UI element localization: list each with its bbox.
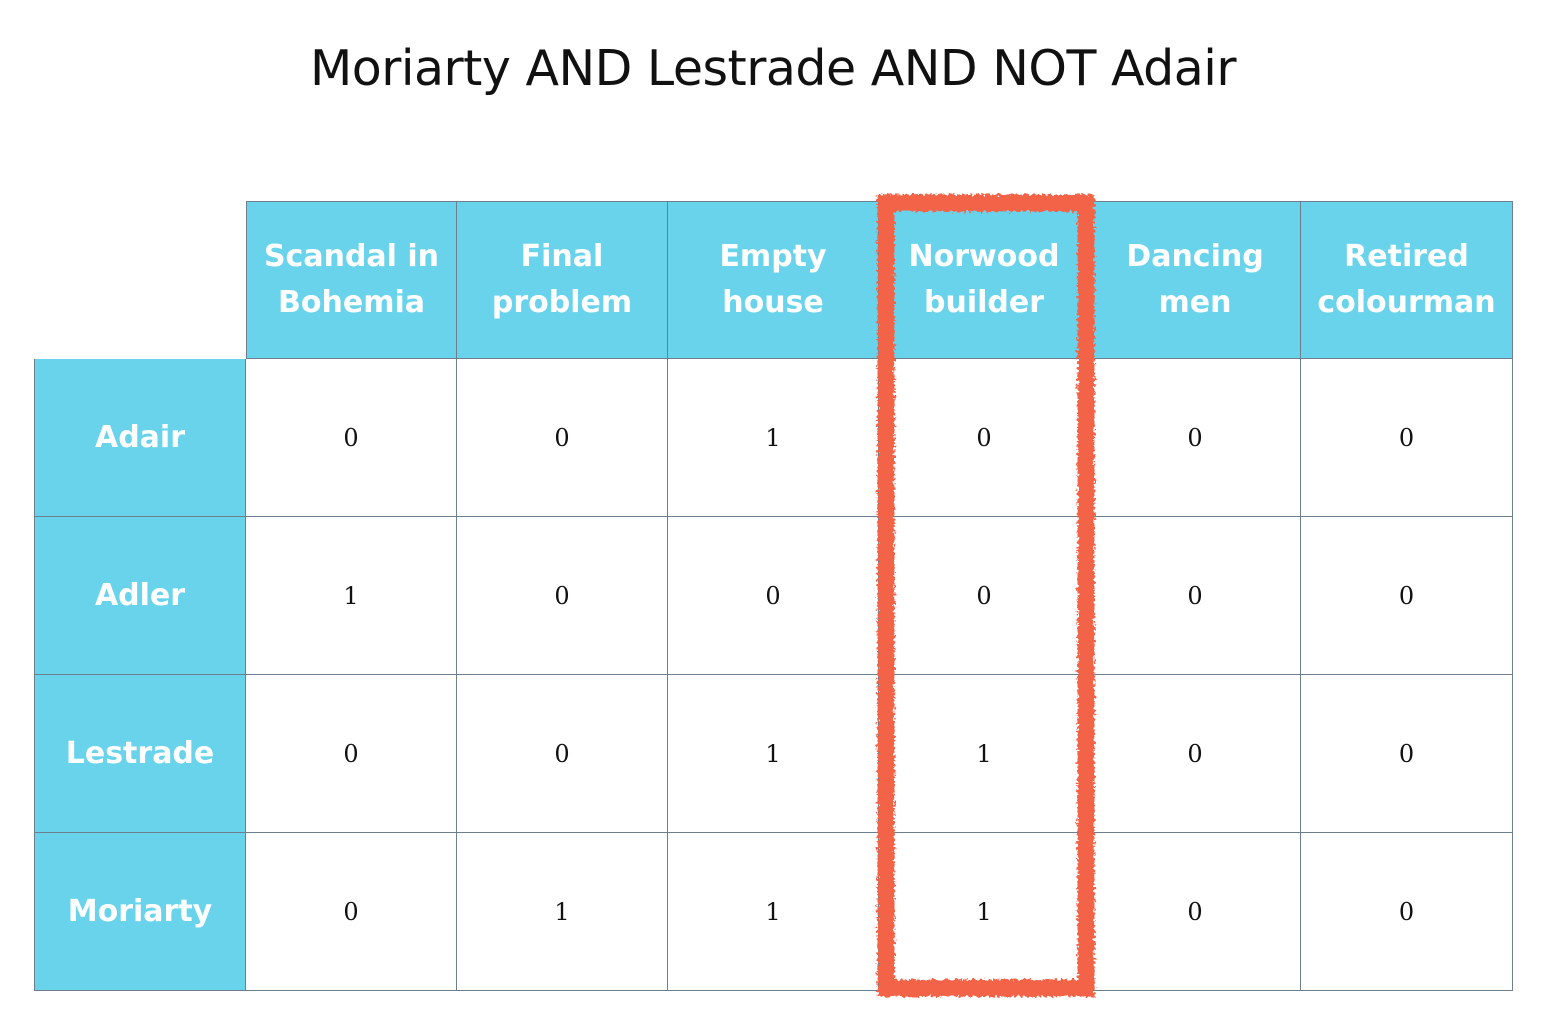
row-header: Adair [34, 359, 246, 517]
matrix-cell: 0 [879, 359, 1090, 517]
matrix-cell: 0 [1090, 833, 1301, 991]
matrix-cell: 0 [457, 675, 668, 833]
matrix-cell: 1 [668, 675, 879, 833]
row-header: Moriarty [34, 833, 246, 991]
matrix-cell: 1 [246, 517, 457, 675]
term-document-matrix: Scandal in Bohemia Final problem Empty h… [34, 201, 1513, 991]
matrix-cell: 1 [668, 833, 879, 991]
matrix-cell: 0 [1301, 517, 1513, 675]
matrix-cell: 0 [1090, 517, 1301, 675]
matrix-cell: 0 [457, 517, 668, 675]
column-header: Retired colourman [1301, 201, 1513, 359]
column-header: Final problem [457, 201, 668, 359]
page-title: Moriarty AND Lestrade AND NOT Adair [309, 40, 1237, 97]
column-header: Scandal in Bohemia [246, 201, 457, 359]
matrix-cell: 0 [1090, 359, 1301, 517]
matrix-cell: 0 [457, 359, 668, 517]
matrix-cell: 1 [879, 833, 1090, 991]
matrix-cell: 0 [1090, 675, 1301, 833]
column-header: Empty house [668, 201, 879, 359]
matrix-cell: 0 [1301, 359, 1513, 517]
matrix-cell: 0 [246, 359, 457, 517]
matrix-cell: 0 [879, 517, 1090, 675]
matrix-cell: 0 [246, 675, 457, 833]
matrix-cell: 0 [1301, 833, 1513, 991]
column-header: Dancing men [1090, 201, 1301, 359]
matrix-cell: 0 [246, 833, 457, 991]
column-header: Norwood builder [879, 201, 1090, 359]
matrix-cell: 1 [879, 675, 1090, 833]
matrix-cell: 1 [668, 359, 879, 517]
matrix-cell: 0 [668, 517, 879, 675]
matrix-cell: 1 [457, 833, 668, 991]
row-header: Adler [34, 517, 246, 675]
matrix-cell: 0 [1301, 675, 1513, 833]
matrix-corner [34, 201, 246, 359]
row-header: Lestrade [34, 675, 246, 833]
